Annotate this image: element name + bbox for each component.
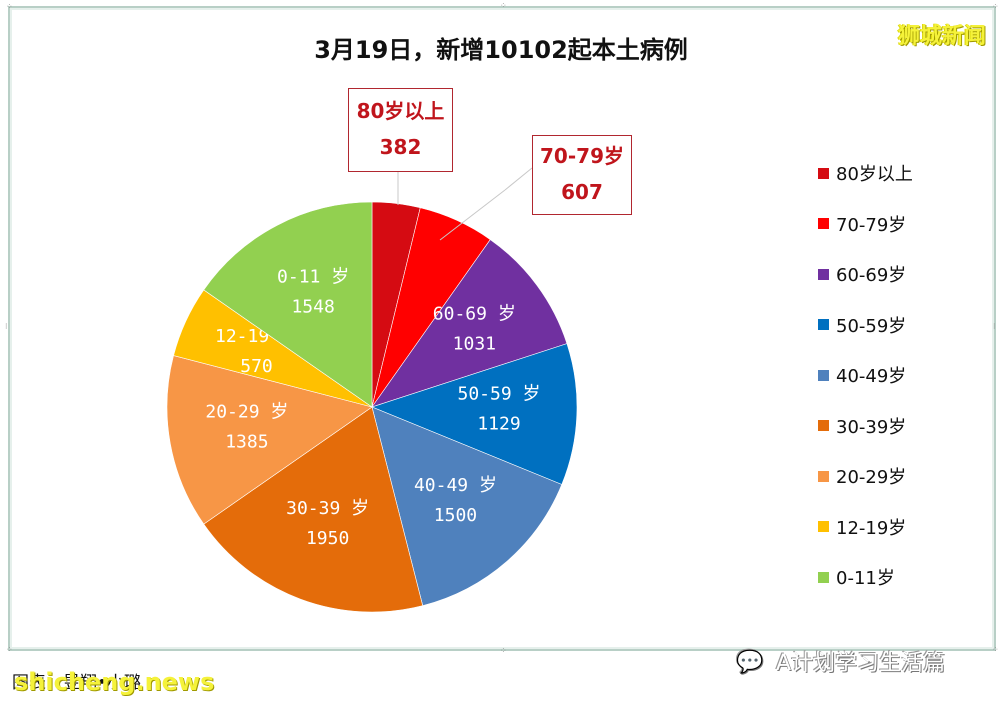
- legend-swatch: [818, 369, 829, 381]
- legend-swatch: [818, 521, 829, 533]
- resize-handle-right[interactable]: ⁝: [993, 322, 996, 331]
- callout-value: 607: [561, 180, 603, 204]
- callout-value: 382: [379, 135, 422, 159]
- legend-item: 40-49岁: [818, 350, 913, 401]
- leader-line: [439, 189, 506, 241]
- resize-handle-bottom-right[interactable]: ⁘: [992, 645, 999, 654]
- pie-slice: [371, 239, 568, 408]
- slice-label: 20-29 岁: [205, 401, 288, 422]
- chart-credit: 图表：昱翔•小璐: [12, 673, 142, 693]
- legend-swatch: [818, 571, 829, 583]
- callout-80-plus: 80岁以上 382: [348, 88, 453, 172]
- slice-label: 1385: [225, 431, 268, 452]
- resize-handle-bottom[interactable]: ⁘: [500, 646, 507, 655]
- callout-label: 80岁以上: [356, 99, 445, 123]
- legend-item: 12-19岁: [818, 502, 913, 553]
- resize-handle-top-right[interactable]: ⁘: [992, 2, 999, 11]
- resize-handle-left[interactable]: ⁝: [5, 322, 8, 331]
- slice-label: 40-49 岁: [414, 475, 497, 496]
- slice-label: 50-59 岁: [457, 384, 540, 405]
- slice-label: 570: [240, 356, 273, 377]
- legend-item: 80岁以上: [818, 148, 913, 199]
- callout-label: 70-79岁: [540, 144, 624, 168]
- legend-item: 60-69岁: [818, 249, 913, 300]
- legend-swatch: [818, 319, 829, 331]
- resize-handle-bottom-left[interactable]: ⁘: [6, 645, 13, 654]
- slice-label: 1031: [453, 334, 496, 355]
- legend-item: 20-29岁: [818, 451, 913, 502]
- legend-item: 50-59岁: [818, 300, 913, 351]
- pie-slice: [203, 201, 373, 408]
- legend-item: 70-79岁: [818, 199, 913, 250]
- legend-item: 0-11岁: [818, 552, 913, 603]
- brand-logo: 狮城新闻: [897, 24, 986, 49]
- slice-label: 0-11 岁: [277, 266, 349, 287]
- legend-swatch: [818, 420, 829, 432]
- callout-70-79: 70-79岁 607: [532, 135, 632, 215]
- legend-swatch: [818, 268, 829, 280]
- pie-slice: [203, 406, 424, 613]
- chart-title: 3月19日，新增10102起本土病例: [314, 36, 688, 64]
- resize-handle-top[interactable]: ⁘: [500, 1, 507, 10]
- legend-item: 30-39岁: [818, 401, 913, 452]
- slice-label: 60-69 岁: [433, 304, 516, 325]
- legend-swatch: [818, 470, 829, 482]
- legend-swatch: [818, 167, 829, 179]
- slice-label: 30-39 岁: [286, 498, 369, 519]
- slice-label: 1950: [306, 528, 349, 549]
- slice-label: 1129: [477, 414, 520, 435]
- resize-handle-top-left[interactable]: ⁘: [6, 2, 13, 11]
- account-watermark: A计划学习生活篇: [776, 651, 946, 676]
- chart-legend: 80岁以上 70-79岁 60-69岁 50-59岁 40-49岁 30-39岁…: [818, 148, 913, 603]
- site-watermark: shicheng.news: [14, 668, 215, 696]
- slice-label: 1548: [291, 296, 334, 317]
- leader-line: [504, 167, 533, 191]
- pie-slice: [371, 406, 563, 606]
- legend-swatch: [818, 218, 829, 230]
- pie-slice: [166, 355, 373, 525]
- pie-slice: [371, 343, 578, 485]
- slice-label: 1500: [434, 505, 477, 526]
- wechat-icon: 💬: [736, 650, 764, 675]
